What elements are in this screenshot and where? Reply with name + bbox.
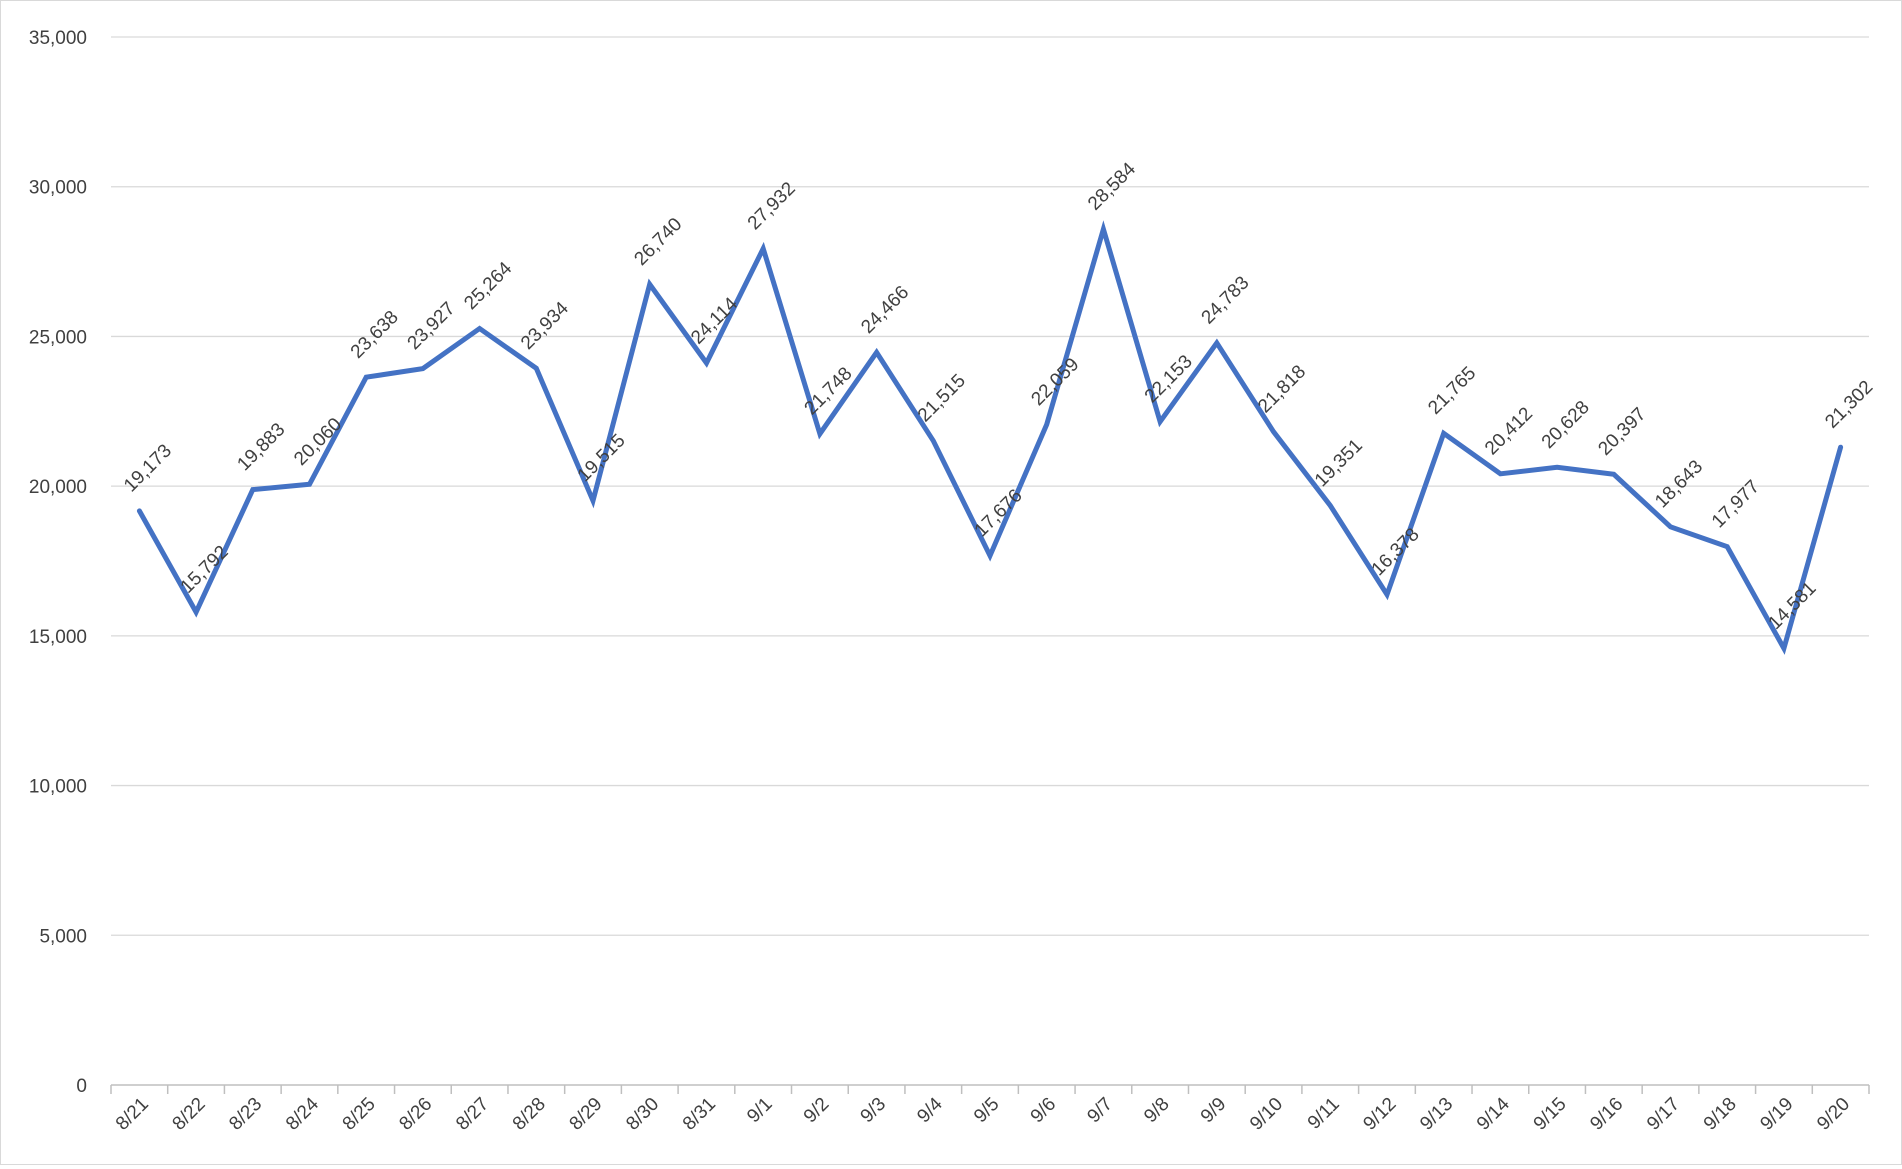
x-tick-label: 9/15 — [1530, 1094, 1571, 1135]
x-tick-label: 8/29 — [566, 1094, 607, 1135]
series-layer — [139, 229, 1840, 648]
x-tick-label: 9/16 — [1586, 1094, 1627, 1135]
x-tick-label: 9/14 — [1473, 1093, 1514, 1134]
data-label: 24,466 — [857, 282, 913, 338]
data-label: 19,515 — [574, 430, 630, 486]
y-tick-label: 35,000 — [29, 28, 87, 49]
x-tick-label: 9/3 — [857, 1094, 891, 1128]
y-tick-label: 20,000 — [29, 477, 87, 498]
y-tick-label: 0 — [76, 1076, 87, 1097]
x-tick-label: 9/8 — [1140, 1094, 1174, 1128]
x-axis: 8/21 8/22 8/23 8/24 8/25 8/26 8/27 8/28 8/29 8/30… — [111, 1085, 1869, 1135]
x-tick-label: 8/28 — [509, 1094, 550, 1135]
data-label: 20,412 — [1481, 403, 1537, 459]
x-tick-label: 9/7 — [1083, 1094, 1117, 1128]
x-tick-label: 9/9 — [1197, 1094, 1231, 1128]
data-label: 20,397 — [1594, 404, 1650, 460]
data-label: 23,934 — [517, 298, 573, 354]
gridlines — [111, 37, 1869, 935]
x-tick-label: 9/5 — [970, 1094, 1004, 1128]
data-label: 24,114 — [687, 293, 742, 348]
data-label: 20,060 — [290, 414, 346, 470]
x-tick-label: 8/24 — [282, 1093, 323, 1134]
data-label: 21,818 — [1254, 361, 1310, 417]
x-tick-label: 9/19 — [1756, 1094, 1797, 1135]
data-label: 21,515 — [914, 370, 970, 426]
x-tick-label: 9/18 — [1700, 1094, 1741, 1135]
data-label: 25,264 — [460, 258, 516, 314]
x-tick-label: 8/26 — [395, 1094, 436, 1135]
x-tick-label: 9/12 — [1360, 1094, 1401, 1135]
x-tick-label: 9/1 — [743, 1094, 777, 1128]
data-label: 21,302 — [1821, 377, 1877, 433]
x-tick-label: 9/2 — [800, 1094, 834, 1128]
series-line — [139, 229, 1840, 648]
x-tick-label: 8/22 — [169, 1094, 210, 1135]
x-tick-label: 9/4 — [913, 1093, 947, 1127]
data-label: 24,783 — [1198, 273, 1254, 329]
x-tick-label: 9/10 — [1246, 1094, 1287, 1135]
y-axis: 0 5,000 10,000 15,000 20,000 25,000 30,000 35,0… — [29, 28, 87, 1097]
x-tick-label: 8/30 — [622, 1094, 663, 1135]
x-tick-label: 9/17 — [1643, 1094, 1684, 1135]
y-tick-label: 10,000 — [29, 777, 87, 798]
x-tick-label: 8/31 — [679, 1094, 720, 1135]
y-tick-label: 30,000 — [29, 178, 87, 199]
x-tick-label: 8/27 — [452, 1094, 493, 1135]
y-tick-label: 15,000 — [29, 627, 87, 648]
data-label: 20,628 — [1538, 397, 1594, 453]
data-label: 21,765 — [1424, 363, 1480, 419]
x-tick-label: 9/20 — [1813, 1094, 1854, 1135]
y-tick-label: 25,000 — [29, 327, 87, 348]
x-tick-label: 8/23 — [225, 1094, 266, 1135]
data-label: 23,638 — [347, 307, 403, 363]
data-label: 19,351 — [1311, 435, 1367, 491]
x-tick-label: 9/11 — [1304, 1094, 1344, 1134]
data-label: 26,740 — [630, 214, 686, 270]
data-label: 19,173 — [120, 440, 176, 496]
x-tick-label: 8/25 — [339, 1094, 380, 1135]
x-tick-label: 9/13 — [1416, 1094, 1457, 1135]
x-tick-label: 9/6 — [1027, 1094, 1061, 1128]
data-label: 18,643 — [1651, 456, 1707, 512]
y-tick-label: 5,000 — [39, 926, 87, 947]
data-label: 19,883 — [233, 419, 289, 475]
x-tick-label: 8/21 — [112, 1094, 153, 1135]
data-label: 17,977 — [1708, 476, 1764, 532]
